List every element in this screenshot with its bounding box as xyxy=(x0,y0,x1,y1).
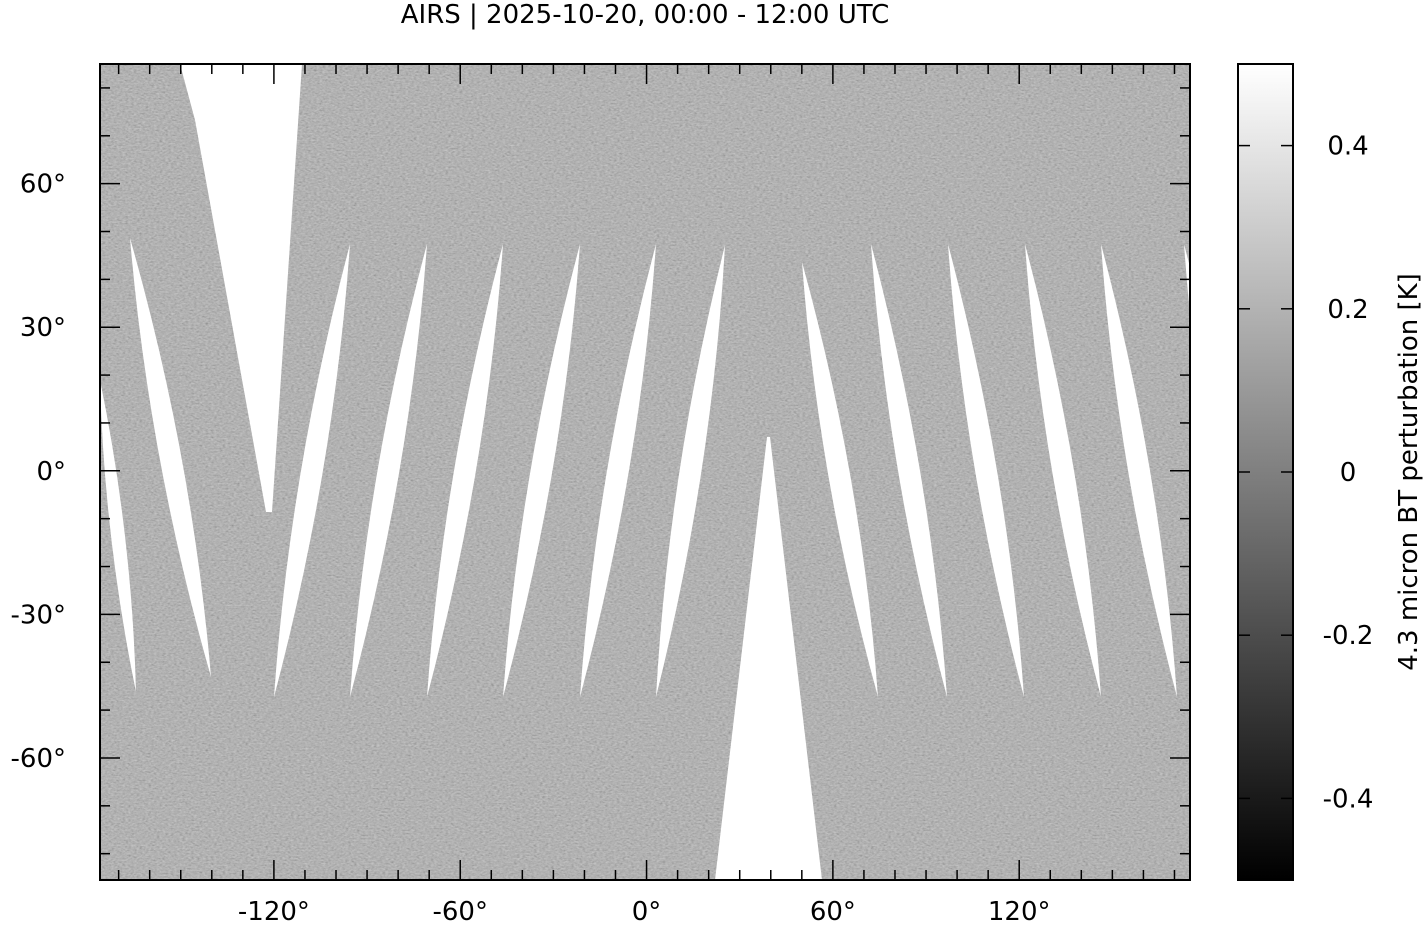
swath-gap xyxy=(130,238,211,677)
swath-gap xyxy=(180,64,302,512)
lon-tick-label: 0° xyxy=(632,897,662,927)
colorbar: 0.4 0.2 0 -0.2 -0.4 4.3 micron BT perturbati… xyxy=(1237,63,1423,881)
lat-tick-label: -30° xyxy=(11,600,66,630)
swath-gap xyxy=(274,244,350,697)
colorbar-tick-label: -0.4 xyxy=(1323,784,1374,814)
swath-gap xyxy=(1025,244,1101,697)
colorbar-tick-label: 0 xyxy=(1340,458,1357,488)
swath-gap xyxy=(802,262,878,697)
lon-tick-label: 120° xyxy=(988,897,1051,927)
lon-tick-label: 60° xyxy=(810,897,856,927)
swath-gap xyxy=(503,244,580,697)
colorbar-ticks: 0.4 0.2 0 -0.2 -0.4 xyxy=(1238,132,1374,814)
lon-tick-label: -60° xyxy=(432,897,487,927)
swath-gap xyxy=(350,244,427,697)
colorbar-tick-label: 0.2 xyxy=(1327,295,1368,325)
colorbar-tick-label: 0.4 xyxy=(1327,132,1368,162)
lat-tick-label: 0° xyxy=(36,457,66,487)
map-panel xyxy=(100,64,1190,880)
lat-tick-label: -60° xyxy=(11,744,66,774)
map-ticks xyxy=(100,64,1190,880)
lat-tick-label: 60° xyxy=(20,170,66,200)
swath-gap xyxy=(948,244,1024,697)
swath-gap xyxy=(871,244,947,697)
swath-gap xyxy=(580,244,656,697)
map-frame xyxy=(99,63,1191,881)
swath-gap xyxy=(100,380,136,692)
lat-tick-label: 30° xyxy=(20,313,66,343)
swath-gap xyxy=(1101,244,1177,697)
lat-tick-labels: 60° 30° 0° -30° -60° xyxy=(11,170,66,774)
colorbar-tick-label: -0.2 xyxy=(1323,621,1374,651)
plot-title: AIRS | 2025-10-20, 00:00 - 12:00 UTC xyxy=(401,0,890,30)
lon-tick-label: -120° xyxy=(238,897,310,927)
swath-gap xyxy=(427,244,503,697)
swath-gap xyxy=(715,437,822,880)
lon-tick-labels: -120° -60° 0° 60° 120° xyxy=(238,897,1051,927)
colorbar-label: 4.3 micron BT perturbation [K] xyxy=(1394,273,1423,671)
swath-gap xyxy=(656,245,725,697)
missing-data-gaps xyxy=(100,64,1190,880)
